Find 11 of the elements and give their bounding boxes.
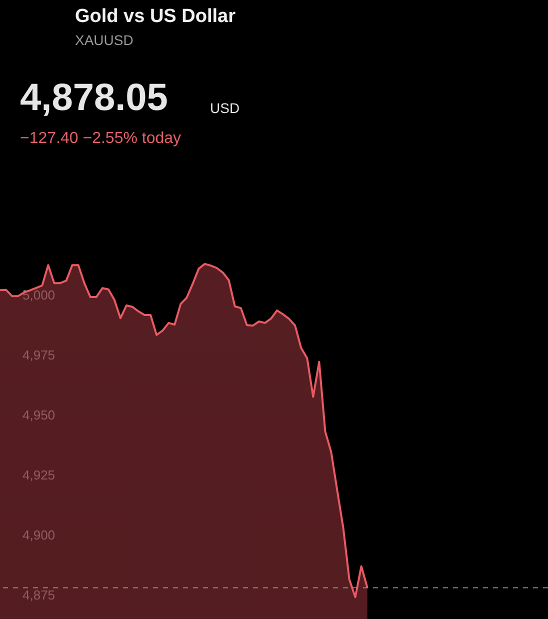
y-tick-label: 4,950 (22, 408, 56, 423)
chart-title: Gold vs US Dollar (75, 6, 236, 27)
annotation: −127.40 −2.55% today (20, 130, 182, 147)
y-tick-label: 4,925 (22, 468, 56, 483)
annotation: USD (210, 100, 240, 116)
y-tick-label: 5,000 (22, 288, 56, 303)
annotation: 4,878.05 (20, 77, 168, 119)
text: XAUUSD (75, 32, 134, 48)
y-tick-label: 4,900 (22, 528, 56, 543)
y-tick-label: 4,875 (22, 588, 56, 603)
y-tick-label: 4,975 (22, 348, 56, 363)
